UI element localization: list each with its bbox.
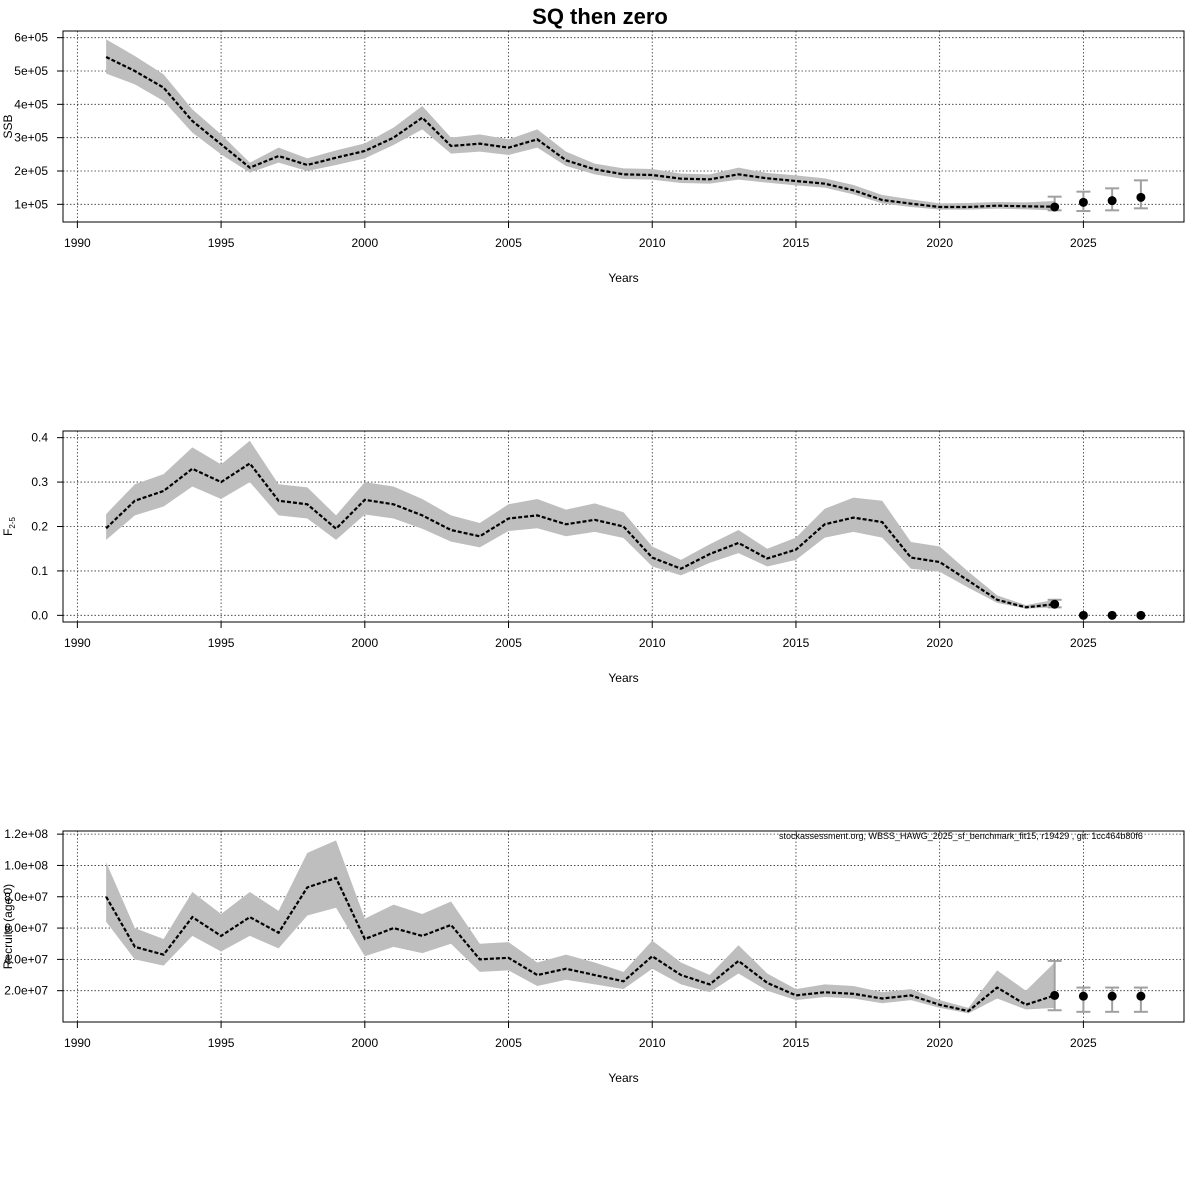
x-tick-label: 2020 [926, 636, 953, 650]
y-tick-label: 0.0 [31, 608, 48, 622]
confidence-band [106, 39, 1055, 211]
y-tick-label: 0.4 [31, 431, 48, 445]
y-axis-label: F2-5 [1, 516, 17, 535]
x-axis-label: Years [608, 671, 638, 685]
x-tick-label: 2025 [1070, 1036, 1097, 1050]
y-tick-label: 4.0e+07 [4, 952, 48, 966]
forecast-point [1107, 196, 1117, 206]
y-tick-label: 1e+05 [14, 197, 48, 211]
x-tick-label: 1990 [64, 1036, 91, 1050]
forecast-point [1136, 610, 1146, 620]
x-tick-label: 2020 [926, 236, 953, 250]
x-tick-label: 2020 [926, 1036, 953, 1050]
x-tick-label: 2015 [783, 1036, 810, 1050]
confidence-band [106, 840, 1055, 1014]
x-tick-label: 1995 [208, 236, 235, 250]
y-tick-label: 6.0e+07 [4, 921, 48, 935]
x-axis-label: Years [608, 1071, 638, 1085]
x-tick-label: 2005 [495, 236, 522, 250]
recruitment-panel: 1990 1995 2000 2005 2010 2015 2020 2025 2.0e+07 4… [1, 827, 1185, 1085]
x-tick-label: 2025 [1070, 636, 1097, 650]
y-tick-label: 6e+05 [14, 31, 48, 45]
y-tick-label: 1.2e+08 [4, 827, 48, 841]
y-tick-label: 8.0e+07 [4, 890, 48, 904]
x-tick-label: 1995 [208, 1036, 235, 1050]
x-tick-label: 2015 [783, 236, 810, 250]
main-title: SQ then zero [532, 4, 668, 29]
estimate-line [105, 56, 1055, 209]
y-axis-label: SSB [1, 114, 15, 138]
estimate-line [105, 461, 1055, 609]
plot-frame [62, 830, 1185, 1023]
plot-frame [62, 30, 1185, 223]
forecast-point [1078, 610, 1088, 620]
y-tick-label: 2.0e+07 [4, 984, 48, 998]
y-tick-label: 2e+05 [14, 164, 48, 178]
forecast-point [1136, 192, 1146, 202]
y-axis-label-subscript: 2-5 [8, 516, 17, 528]
fishing-mortality-panel: 1990 1995 2000 2005 2010 2015 2020 2025 0.0 0.1 0.… [1, 430, 1185, 685]
y-tick-label: 0.2 [31, 520, 48, 534]
estimate-line [105, 876, 1055, 1013]
footnote: stockassessment.org, WBSS_HAWG_2025_sf_b… [779, 831, 1143, 841]
y-tick-label: 0.3 [31, 475, 48, 489]
ssb-panel: 1990 1995 2000 2005 2010 2015 2020 2025 1e+05 2e+… [1, 30, 1185, 285]
y-tick-label: 0.1 [31, 564, 48, 578]
x-tick-label: 2000 [351, 236, 378, 250]
y-axis-label: Recruits (age 0) [1, 884, 15, 969]
forecast-point [1136, 991, 1146, 1001]
x-tick-label: 1990 [64, 636, 91, 650]
forecast-point [1078, 991, 1088, 1001]
forecast-point [1078, 197, 1088, 207]
x-tick-label: 2015 [783, 636, 810, 650]
forecast-point [1050, 599, 1060, 609]
x-tick-label: 2010 [639, 236, 666, 250]
x-tick-label: 2000 [351, 1036, 378, 1050]
y-tick-label: 4e+05 [14, 97, 48, 111]
forecast-point [1107, 610, 1117, 620]
x-tick-label: 1990 [64, 236, 91, 250]
y-tick-label: 5e+05 [14, 64, 48, 78]
x-tick-label: 2010 [639, 636, 666, 650]
y-tick-label: 1.0e+08 [4, 858, 48, 872]
x-axis-label: Years [608, 271, 638, 285]
x-tick-label: 2000 [351, 636, 378, 650]
x-tick-label: 2005 [495, 1036, 522, 1050]
x-tick-label: 2005 [495, 636, 522, 650]
x-tick-label: 1995 [208, 636, 235, 650]
x-tick-label: 2010 [639, 1036, 666, 1050]
forecast-point [1050, 990, 1060, 1000]
forecast-point [1050, 202, 1060, 212]
forecast-point [1107, 991, 1117, 1001]
confidence-band [106, 440, 1055, 609]
x-tick-label: 2025 [1070, 236, 1097, 250]
y-tick-label: 3e+05 [14, 131, 48, 145]
